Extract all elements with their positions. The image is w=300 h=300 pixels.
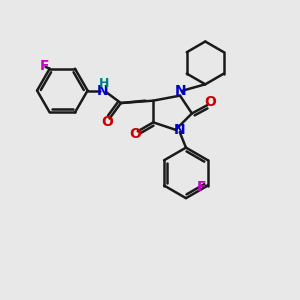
Text: N: N (174, 123, 186, 137)
Text: H: H (98, 76, 109, 90)
Text: F: F (196, 180, 206, 194)
Text: F: F (40, 59, 49, 73)
Text: N: N (175, 84, 186, 98)
Text: O: O (129, 127, 141, 141)
Text: O: O (101, 116, 113, 129)
Text: O: O (204, 95, 216, 109)
Text: N: N (97, 84, 109, 98)
